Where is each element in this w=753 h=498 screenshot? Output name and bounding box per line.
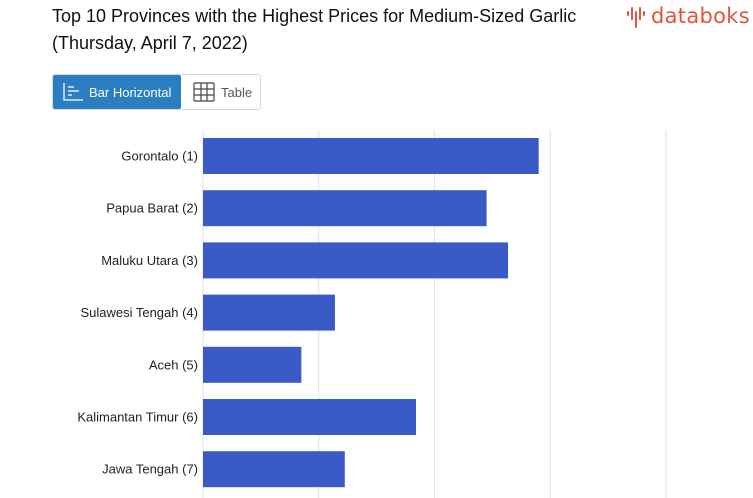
bar-chart-icon	[63, 83, 83, 101]
table-label: Table	[221, 84, 253, 100]
chart-title: Top 10 Provinces with the Highest Prices…	[52, 6, 577, 53]
category-label: Gorontalo (1)	[121, 149, 198, 164]
bar-horizontal-button[interactable]: Bar Horizontal	[53, 75, 181, 109]
brand-name: databoks	[651, 4, 750, 28]
table-button[interactable]: Table	[181, 75, 260, 109]
databoks-logo-icon	[627, 7, 645, 28]
bar[interactable]	[203, 294, 335, 331]
bar[interactable]	[203, 190, 487, 227]
category-label: Maluku Utara (3)	[101, 253, 198, 268]
bar[interactable]	[203, 138, 539, 174]
databoks-logo[interactable]: databoks	[626, 4, 750, 28]
category-label: Kalimantan Timur (6)	[77, 410, 198, 425]
bar[interactable]	[203, 242, 509, 279]
bar-chart: Gorontalo (1) Papua Barat (2) Maluku Utara…	[77, 130, 667, 498]
bar[interactable]	[203, 399, 416, 435]
category-label: Papua Barat (2)	[106, 201, 198, 216]
category-label: Aceh (5)	[149, 357, 198, 372]
table-grid-icon	[193, 82, 215, 102]
bar[interactable]	[203, 451, 345, 488]
bar[interactable]	[203, 346, 302, 383]
category-label: Sulawesi Tengah (4)	[80, 305, 198, 320]
bar-horizontal-label: Bar Horizontal	[89, 84, 172, 100]
category-label: Jawa Tengah (7)	[102, 462, 198, 477]
view-toggle: Bar Horizontal Table	[52, 74, 261, 110]
